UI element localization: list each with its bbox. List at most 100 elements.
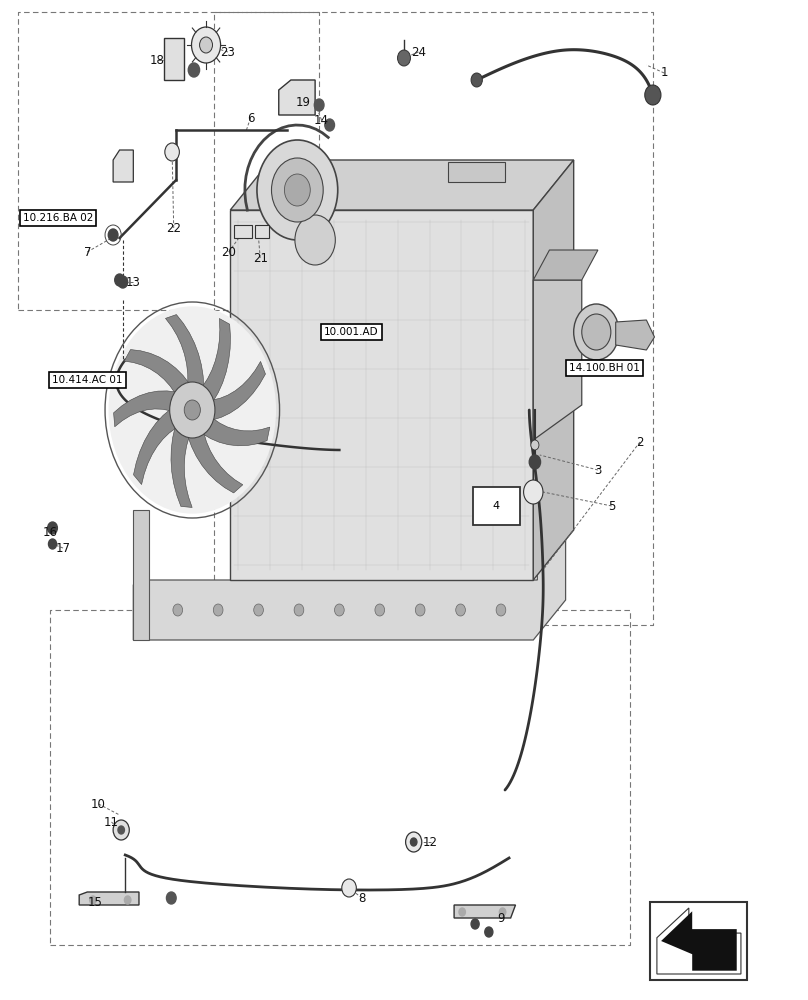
- Text: 22: 22: [166, 222, 181, 234]
- Circle shape: [459, 908, 465, 916]
- Circle shape: [342, 879, 356, 897]
- Circle shape: [166, 892, 176, 904]
- Bar: [234, 225, 252, 238]
- Polygon shape: [213, 361, 266, 420]
- Circle shape: [582, 314, 611, 350]
- Text: 16: 16: [43, 526, 57, 538]
- Circle shape: [325, 119, 335, 131]
- Polygon shape: [533, 160, 574, 580]
- Polygon shape: [448, 162, 505, 182]
- Polygon shape: [533, 250, 598, 280]
- Circle shape: [284, 174, 310, 206]
- Text: 17: 17: [56, 542, 70, 554]
- Circle shape: [528, 484, 538, 496]
- Text: 10.414.AC 01: 10.414.AC 01: [52, 375, 123, 385]
- Text: 9: 9: [497, 912, 505, 924]
- Text: 21: 21: [253, 251, 267, 264]
- Text: 8: 8: [358, 892, 366, 904]
- Text: 14.100.BH 01: 14.100.BH 01: [569, 363, 640, 373]
- Polygon shape: [203, 318, 230, 402]
- Text: 2: 2: [636, 436, 644, 448]
- Text: 14: 14: [314, 113, 329, 126]
- Polygon shape: [657, 908, 741, 974]
- Circle shape: [173, 604, 183, 616]
- Polygon shape: [166, 315, 204, 387]
- Text: 23: 23: [221, 45, 235, 58]
- Circle shape: [195, 389, 200, 395]
- Text: 20: 20: [221, 245, 236, 258]
- Circle shape: [90, 896, 96, 904]
- Circle shape: [48, 539, 57, 549]
- Text: 10.216.BA 02: 10.216.BA 02: [23, 213, 94, 223]
- Text: 24: 24: [411, 45, 426, 58]
- Circle shape: [118, 276, 128, 288]
- Polygon shape: [124, 350, 189, 393]
- Circle shape: [257, 140, 338, 240]
- Polygon shape: [661, 911, 737, 971]
- Polygon shape: [133, 510, 149, 640]
- Bar: [473, 487, 520, 525]
- Text: 10.001.AD: 10.001.AD: [324, 327, 379, 337]
- Circle shape: [188, 63, 200, 77]
- Circle shape: [178, 418, 183, 424]
- Polygon shape: [230, 160, 574, 210]
- Text: 4: 4: [493, 501, 499, 511]
- Circle shape: [200, 37, 213, 53]
- Circle shape: [314, 99, 324, 111]
- Circle shape: [415, 604, 425, 616]
- Circle shape: [529, 455, 541, 469]
- Circle shape: [178, 396, 183, 402]
- Text: 7: 7: [83, 245, 91, 258]
- Polygon shape: [79, 892, 139, 905]
- Polygon shape: [164, 38, 184, 80]
- Circle shape: [124, 896, 131, 904]
- Polygon shape: [133, 510, 566, 640]
- Circle shape: [471, 919, 479, 929]
- Circle shape: [456, 604, 465, 616]
- Text: 1: 1: [660, 66, 668, 80]
- Circle shape: [205, 407, 210, 413]
- Circle shape: [191, 27, 221, 63]
- Text: 10: 10: [91, 798, 106, 810]
- Circle shape: [335, 604, 344, 616]
- Circle shape: [496, 604, 506, 616]
- Circle shape: [184, 400, 200, 420]
- Polygon shape: [114, 391, 176, 427]
- Circle shape: [471, 73, 482, 87]
- Circle shape: [485, 927, 493, 937]
- Circle shape: [271, 158, 323, 222]
- Circle shape: [165, 143, 179, 161]
- Polygon shape: [533, 280, 582, 440]
- Polygon shape: [113, 150, 133, 182]
- Circle shape: [170, 382, 215, 438]
- Circle shape: [645, 85, 661, 105]
- Circle shape: [195, 425, 200, 431]
- Polygon shape: [616, 320, 654, 350]
- Bar: [255, 225, 269, 238]
- Text: 13: 13: [126, 275, 141, 288]
- Polygon shape: [230, 210, 533, 580]
- Polygon shape: [203, 418, 270, 446]
- Polygon shape: [133, 409, 176, 485]
- Circle shape: [574, 304, 619, 360]
- Text: 15: 15: [88, 896, 103, 908]
- Circle shape: [398, 50, 410, 66]
- Text: 18: 18: [150, 53, 165, 66]
- Circle shape: [524, 480, 543, 504]
- Circle shape: [118, 826, 124, 834]
- Text: 5: 5: [608, 499, 616, 512]
- Polygon shape: [187, 433, 243, 493]
- Bar: [650, 902, 747, 980]
- Polygon shape: [279, 80, 315, 115]
- Text: 19: 19: [296, 96, 310, 108]
- Circle shape: [406, 832, 422, 852]
- Circle shape: [108, 306, 276, 514]
- Circle shape: [108, 229, 118, 241]
- Circle shape: [294, 604, 304, 616]
- Circle shape: [499, 908, 506, 916]
- Text: 6: 6: [246, 111, 255, 124]
- Text: 3: 3: [594, 464, 602, 477]
- Circle shape: [48, 522, 57, 534]
- Text: 12: 12: [423, 836, 438, 848]
- Circle shape: [213, 604, 223, 616]
